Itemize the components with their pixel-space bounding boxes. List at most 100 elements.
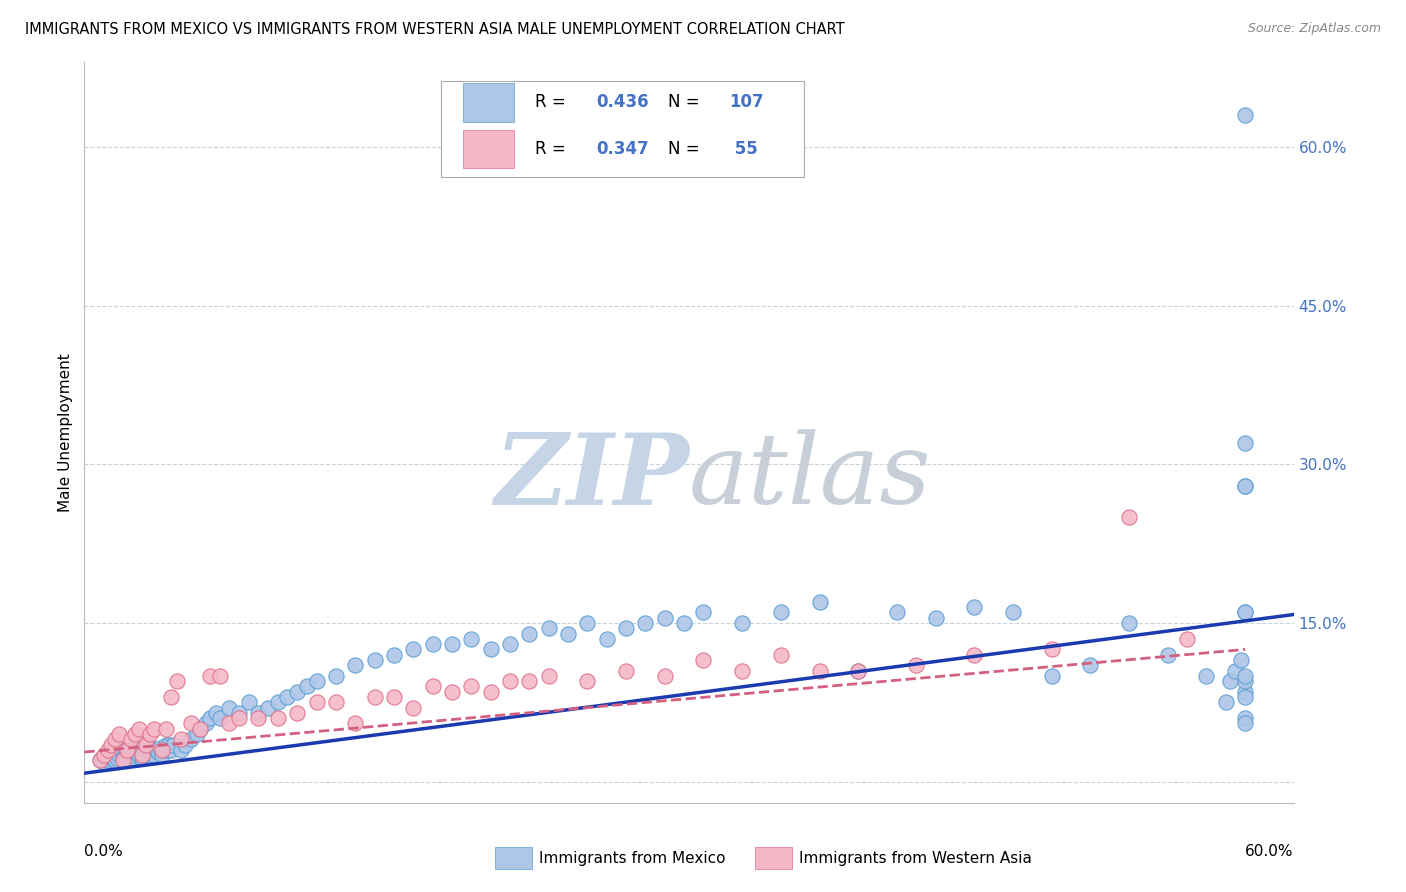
- Point: [460, 680, 482, 694]
- Point: [267, 711, 290, 725]
- Point: [614, 664, 637, 678]
- Point: [97, 754, 120, 768]
- Point: [100, 738, 122, 752]
- Point: [1040, 669, 1063, 683]
- Point: [131, 751, 153, 765]
- Point: [105, 751, 128, 765]
- Point: [170, 732, 193, 747]
- Point: [402, 700, 425, 714]
- Point: [247, 711, 270, 725]
- Text: R =: R =: [536, 94, 571, 112]
- Text: 55: 55: [728, 140, 758, 158]
- Point: [89, 754, 111, 768]
- Point: [808, 664, 831, 678]
- Point: [1157, 648, 1180, 662]
- Point: [905, 658, 928, 673]
- Point: [155, 738, 177, 752]
- Point: [118, 743, 141, 757]
- Point: [125, 743, 148, 757]
- Text: 0.0%: 0.0%: [84, 844, 124, 858]
- FancyBboxPatch shape: [441, 81, 804, 178]
- Point: [150, 743, 173, 757]
- Point: [89, 754, 111, 768]
- Point: [112, 754, 135, 768]
- Point: [846, 664, 869, 678]
- Point: [305, 674, 328, 689]
- Point: [673, 615, 696, 630]
- Point: [1234, 606, 1257, 620]
- Point: [98, 751, 121, 765]
- Text: N =: N =: [668, 140, 706, 158]
- Point: [1230, 653, 1253, 667]
- Point: [1234, 478, 1257, 492]
- Point: [238, 695, 260, 709]
- Point: [160, 690, 183, 704]
- Point: [1215, 695, 1237, 709]
- Point: [247, 706, 270, 720]
- Point: [382, 648, 405, 662]
- Point: [422, 680, 444, 694]
- Point: [94, 748, 117, 763]
- Point: [155, 722, 177, 736]
- Point: [325, 695, 347, 709]
- Point: [808, 595, 831, 609]
- Point: [198, 711, 221, 725]
- Point: [108, 727, 131, 741]
- Point: [143, 722, 166, 736]
- Point: [1118, 615, 1140, 630]
- FancyBboxPatch shape: [463, 130, 513, 169]
- Point: [110, 743, 132, 757]
- Point: [654, 611, 676, 625]
- Text: R =: R =: [536, 140, 571, 158]
- Point: [208, 711, 231, 725]
- Point: [1234, 685, 1257, 699]
- Point: [499, 637, 522, 651]
- Y-axis label: Male Unemployment: Male Unemployment: [58, 353, 73, 512]
- Point: [112, 751, 135, 765]
- Point: [120, 732, 142, 747]
- Text: 60.0%: 60.0%: [1246, 844, 1294, 858]
- Point: [218, 700, 240, 714]
- Point: [576, 615, 599, 630]
- Point: [886, 606, 908, 620]
- Point: [218, 716, 240, 731]
- Point: [692, 606, 714, 620]
- Point: [180, 716, 202, 731]
- Text: ZIP: ZIP: [494, 429, 689, 525]
- Point: [1234, 108, 1257, 122]
- Point: [654, 669, 676, 683]
- Point: [160, 743, 183, 757]
- Point: [295, 680, 318, 694]
- Point: [537, 621, 560, 635]
- Text: 107: 107: [728, 94, 763, 112]
- Point: [276, 690, 298, 704]
- Point: [285, 706, 308, 720]
- Point: [963, 600, 986, 615]
- Point: [285, 685, 308, 699]
- Point: [479, 642, 502, 657]
- Text: IMMIGRANTS FROM MEXICO VS IMMIGRANTS FROM WESTERN ASIA MALE UNEMPLOYMENT CORRELA: IMMIGRANTS FROM MEXICO VS IMMIGRANTS FRO…: [25, 22, 845, 37]
- Point: [1080, 658, 1102, 673]
- Point: [159, 738, 181, 752]
- Point: [634, 615, 657, 630]
- Point: [382, 690, 405, 704]
- Point: [124, 727, 146, 741]
- Point: [145, 743, 167, 757]
- Point: [114, 748, 136, 763]
- Point: [499, 674, 522, 689]
- Point: [180, 732, 202, 747]
- Point: [1195, 669, 1218, 683]
- Point: [576, 674, 599, 689]
- Point: [135, 743, 157, 757]
- Point: [121, 748, 143, 763]
- Point: [363, 653, 385, 667]
- Point: [115, 745, 138, 759]
- Point: [517, 674, 540, 689]
- Point: [731, 664, 754, 678]
- Point: [731, 615, 754, 630]
- Point: [141, 743, 163, 757]
- Point: [143, 748, 166, 763]
- Point: [174, 738, 197, 752]
- Point: [128, 722, 150, 736]
- Text: Immigrants from Western Asia: Immigrants from Western Asia: [799, 851, 1032, 866]
